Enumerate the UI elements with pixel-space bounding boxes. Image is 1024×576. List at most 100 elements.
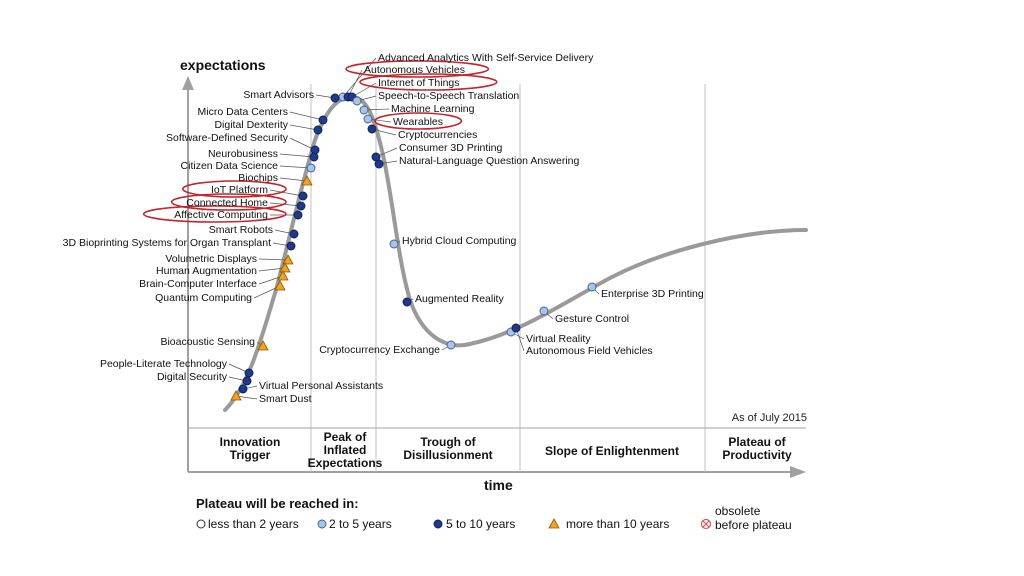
tech-label-machine-learning: Machine Learning [391, 103, 475, 115]
tech-label-quantum-computing: Quantum Computing [155, 292, 252, 304]
tech-label-speech-to-speech-translation: Speech-to-Speech Translation [378, 90, 519, 102]
tech-label-iot-platform: IoT Platform [211, 184, 268, 196]
legend-label-lt2: less than 2 years [208, 517, 299, 531]
tech-label-software-defined-security: Software-Defined Security [166, 132, 289, 144]
leader-line-software-defined-security [289, 137, 316, 151]
legend-title: Plateau will be reached in: [196, 496, 359, 511]
tech-label-cryptocurrency-exchange: Cryptocurrency Exchange [319, 344, 440, 356]
marker-machine-learning [359, 105, 369, 115]
tech-label-wearables: Wearables [393, 116, 443, 128]
x-axis-arrow [790, 466, 806, 478]
marker-smart-dust [230, 390, 242, 401]
tech-label-people-literate-technology: People-Literate Technology [100, 358, 228, 370]
tech-label-connected-home: Connected Home [186, 197, 268, 209]
marker-cryptocurrency-exchange [446, 340, 456, 350]
highlight-ellipse-iot-platform [181, 180, 287, 198]
leader-line-micro-data-centers [289, 111, 324, 121]
tech-label-affective-computing: Affective Computing [174, 209, 268, 221]
phase-label: Innovation Trigger [220, 435, 281, 462]
tech-label-autonomous-field-vehicles: Autonomous Field Vehicles [526, 345, 653, 357]
phase-label-line: Expectations [308, 456, 383, 470]
tech-label-smart-advisors: Smart Advisors [243, 89, 314, 101]
marker-biochips [301, 175, 313, 186]
marker-hybrid-cloud-computing [389, 239, 399, 249]
phase-label: Peak of Inflated Expectations [308, 430, 383, 470]
leader-line-advanced-analytics-with-self-service-delivery [342, 57, 377, 98]
highlight-ellipses [142, 60, 498, 223]
tech-label-enterprise-3d-printing: Enterprise 3D Printing [601, 288, 704, 300]
marker-quantum-computing [274, 280, 286, 291]
leader-line-connected-home [269, 202, 302, 207]
leader-line-brain-computer-interface [258, 275, 284, 285]
phase-label: Slope of Enlightenment [545, 444, 679, 458]
leader-line-citizen-data-science [279, 165, 312, 169]
marker-wearables [363, 114, 373, 124]
marker-smart-advisors [330, 93, 340, 103]
marker-human-augmentation [279, 262, 291, 273]
marker-speech-to-speech-translation [352, 96, 362, 106]
legend-label-line: obsolete [715, 504, 761, 518]
tech-label-volumetric-displays: Volumetric Displays [165, 253, 257, 265]
marker-iot-platform [298, 191, 308, 201]
phase-label: Trough of Disillusionment [403, 435, 492, 462]
legend-symbol-2to5 [317, 519, 327, 529]
technology-labels: Advanced Analytics With Self-Service Del… [63, 52, 704, 405]
tech-label-digital-security: Digital Security [157, 371, 228, 383]
marker-cryptocurrencies [367, 124, 377, 134]
leader-line-volumetric-displays [258, 258, 289, 261]
phase-label-line: Innovation [220, 435, 281, 449]
phase-label-line: Plateau of [728, 435, 786, 449]
tech-label-cryptocurrencies: Cryptocurrencies [398, 129, 477, 141]
highlight-ellipse-wearables [374, 112, 463, 130]
as-of-note: As of July 2015 [732, 412, 807, 424]
phase-label-line: Productivity [722, 448, 792, 462]
tech-label-biochips: Biochips [238, 172, 278, 184]
tech-label-internet-of-things: Internet of Things [378, 77, 460, 89]
tech-label-advanced-analytics-with-self-service-delivery: Advanced Analytics With Self-Service Del… [378, 52, 594, 64]
legend-label-2to5: 2 to 5 years [329, 517, 392, 531]
tech-label-smart-robots: Smart Robots [209, 224, 273, 236]
hype-curve [223, 94, 808, 412]
phase-labels: Innovation Trigger Peak of Inflated Expectat… [220, 430, 792, 470]
highlight-ellipse-affective-computing [142, 205, 287, 223]
tech-label-natural-language-question-answering: Natural-Language Question Answering [399, 155, 580, 167]
legend: Plateau will be reached in: less than 2 y… [196, 496, 792, 532]
tech-label-3d-bioprinting-systems-for-organ-transplant: 3D Bioprinting Systems for Organ Transpl… [63, 237, 271, 249]
highlight-ellipse-internet-of-things [359, 73, 498, 91]
tech-label-consumer-3d-printing: Consumer 3D Printing [399, 142, 502, 154]
tech-label-smart-dust: Smart Dust [259, 393, 312, 405]
leader-line-neurobusiness [279, 153, 315, 158]
highlight-ellipse-autonomous-vehicles [345, 60, 490, 78]
tech-label-autonomous-vehicles: Autonomous Vehicles [364, 64, 465, 76]
legend-label-line: before plateau [715, 518, 792, 532]
leader-line-human-augmentation [258, 267, 286, 272]
tech-label-micro-data-centers: Micro Data Centers [198, 106, 288, 118]
marker-digital-dexterity [313, 125, 323, 135]
leader-line-digital-dexterity [289, 124, 319, 131]
legend-symbol-lt2 [196, 519, 206, 529]
marker-augmented-reality [402, 297, 412, 307]
marker-smart-robots [289, 229, 299, 239]
marker-citizen-data-science [306, 163, 316, 173]
legend-label-5to10: 5 to 10 years [446, 517, 515, 531]
phase-label-line: Peak of [324, 430, 368, 444]
marker-people-literate-technology [244, 368, 254, 378]
tech-label-virtual-personal-assistants: Virtual Personal Assistants [259, 380, 383, 392]
tech-label-augmented-reality: Augmented Reality [415, 293, 504, 305]
marker-bioacoustic-sensing [257, 340, 269, 351]
marker-enterprise-3d-printing [587, 282, 597, 292]
phase-label-line: Inflated [324, 443, 367, 457]
tech-label-virtual-reality: Virtual Reality [526, 333, 591, 345]
tech-label-human-augmentation: Human Augmentation [156, 265, 257, 277]
tech-label-brain-computer-interface: Brain-Computer Interface [139, 278, 257, 290]
marker-gesture-control [539, 306, 549, 316]
leader-line-internet-of-things [351, 82, 377, 98]
technology-markers [230, 92, 597, 401]
legend-symbol-obsolete-cross [702, 520, 710, 528]
y-axis-label: expectations [180, 57, 266, 73]
legend-symbol-5to10 [433, 519, 443, 529]
marker-volumetric-displays [282, 254, 294, 265]
phase-label-line: Trigger [230, 448, 271, 462]
legend-label-gt10: more than 10 years [566, 517, 669, 531]
